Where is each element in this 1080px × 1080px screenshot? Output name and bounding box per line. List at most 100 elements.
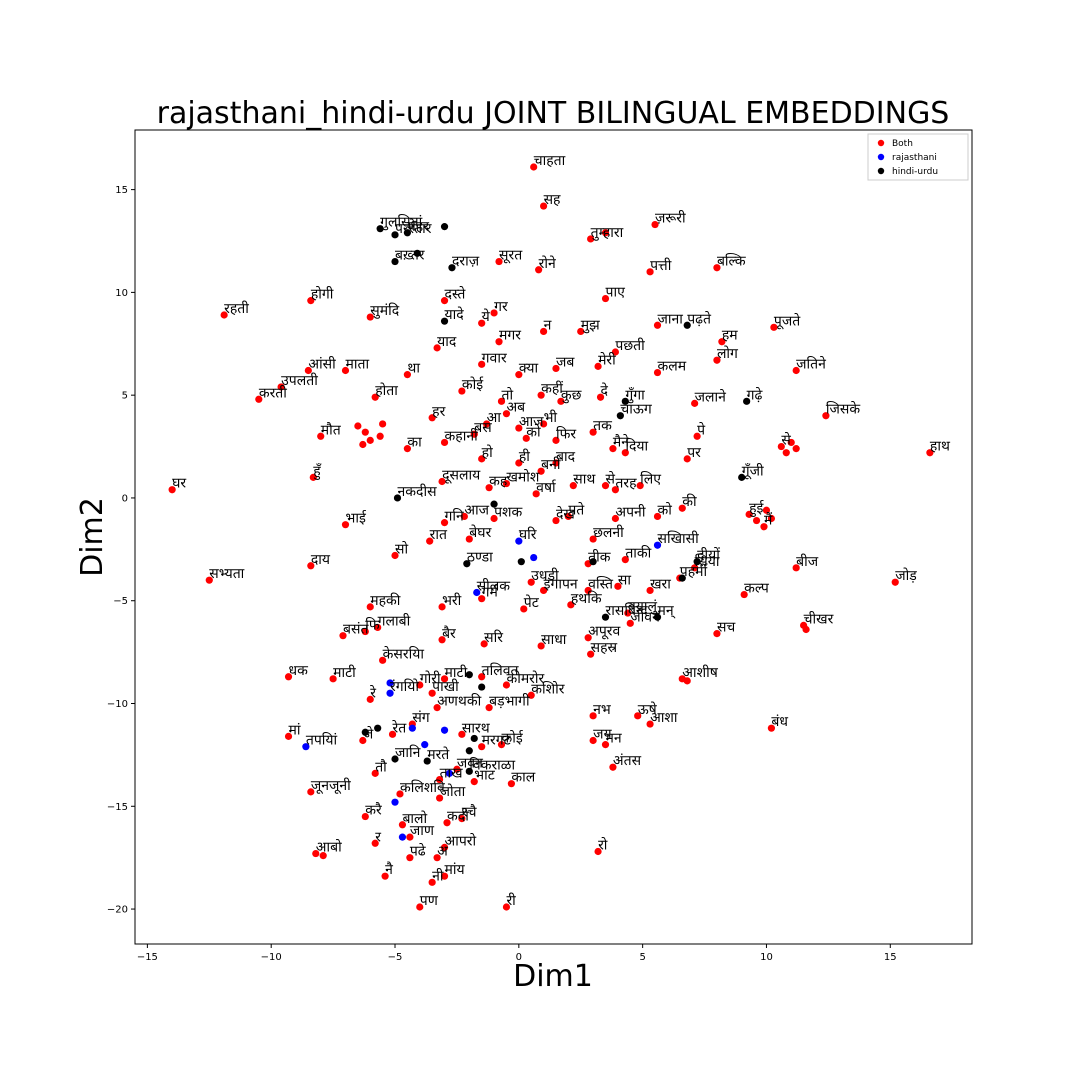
point-label: गूँजी [742, 462, 764, 479]
point-label: से [606, 471, 616, 488]
point-Both [601, 294, 610, 303]
point-label: ऊषे [638, 701, 658, 718]
point-hindi-urdu [589, 558, 597, 566]
point-label: फिर [556, 425, 576, 442]
legend-marker [877, 167, 885, 175]
y-tick-label: 10 [115, 288, 128, 299]
point-Both [485, 704, 493, 712]
point-label: तपयिां [306, 732, 338, 749]
point-Both [478, 743, 486, 751]
point-hindi-urdu [391, 231, 399, 239]
legend-marker [877, 153, 885, 161]
point-label: दराज़ [452, 254, 480, 270]
point-Both [557, 397, 565, 405]
point-Both [891, 578, 899, 586]
point-hindi-urdu [393, 494, 402, 502]
point-Both [416, 681, 424, 689]
point-Both [770, 323, 778, 331]
point-Both [787, 438, 795, 447]
point-Both [609, 445, 617, 453]
point-label: ताख [440, 766, 464, 782]
point-Both [396, 790, 404, 798]
point-label: सा [618, 572, 631, 588]
point-label: गढ़े [747, 386, 764, 403]
point-label: मुझ [581, 317, 600, 333]
axis-ticks: −15 −10 −5 0 5 10 15 −20 −15 −10 −5 0 5 10 15 [107, 185, 897, 963]
point-Both [470, 430, 478, 438]
point-hindi-urdu [413, 249, 421, 257]
point-Both [624, 609, 632, 617]
point-Both [792, 564, 800, 572]
point-Both [361, 812, 369, 821]
point-Both [502, 903, 511, 911]
point-label: बनी [541, 456, 561, 473]
point-label: पर [687, 445, 701, 461]
point-label: र [375, 829, 381, 845]
point-Both [564, 512, 572, 521]
point-Both [366, 436, 374, 444]
x-tick-label: 10 [760, 952, 773, 963]
point-label: नी [432, 867, 444, 884]
point-label: होगी [311, 286, 334, 303]
x-axis-label: Dim1 [513, 959, 593, 994]
point-label: हथकि [571, 590, 602, 607]
point-Both [760, 523, 768, 531]
point-Both [537, 391, 545, 399]
point-Both [428, 689, 436, 697]
point-label: रेत [392, 719, 407, 736]
point-Both [366, 695, 374, 703]
point-label: सो [395, 541, 408, 558]
point-Both [634, 712, 642, 720]
point-hindi-urdu [391, 257, 399, 266]
point-label: मन् [658, 603, 676, 619]
point-Both [502, 681, 511, 689]
point-hindi-urdu [403, 229, 411, 237]
point-label: बीज [796, 553, 819, 570]
point-label: बयालुं [628, 599, 658, 615]
point-label: बेघर [469, 524, 491, 541]
point-Both [485, 484, 493, 492]
point-Both [435, 794, 444, 802]
point-label: चाहता [534, 153, 566, 169]
point-label: तौ [375, 758, 387, 775]
point-label: गनि [445, 508, 465, 525]
point-label: जीवन [630, 608, 660, 625]
point-Both [433, 704, 441, 712]
point-label: गर्म [482, 584, 499, 601]
point-label: अपनी [615, 504, 645, 521]
point-label: सहस्र [591, 640, 618, 656]
point-rajasthani [398, 833, 407, 841]
point-label: खमोश [506, 469, 539, 486]
point-Both [319, 852, 327, 860]
point-Both [515, 371, 523, 379]
point-Both [317, 432, 325, 440]
point-label: जानि [395, 744, 421, 761]
point-rajasthani [653, 541, 662, 549]
point-Both [636, 482, 644, 490]
point-Both [691, 399, 699, 407]
point-label: आज [464, 502, 489, 518]
point-label: हो [482, 444, 493, 461]
point-label: जूनजूनी [311, 777, 351, 794]
x-tick-label: −10 [261, 952, 282, 963]
point-label: मैने [613, 434, 629, 451]
point-Both [341, 366, 350, 375]
point-label: धक [289, 663, 309, 679]
point-Both [601, 741, 610, 749]
point-Both [587, 235, 595, 243]
point-Both [515, 459, 523, 467]
point-Both [329, 675, 337, 683]
point-Both [255, 395, 263, 403]
point-Both [502, 410, 511, 418]
point-label: आशा [650, 710, 678, 726]
point-label: सुमंदि [370, 302, 399, 319]
point-Both [646, 720, 654, 728]
point-Both [527, 578, 535, 586]
point-hindi-urdu [490, 500, 498, 508]
point-Both [539, 420, 548, 428]
point-label: रे [370, 684, 376, 701]
point-label: गर [494, 299, 508, 315]
point-label: कदी [447, 808, 469, 825]
point-Both [594, 847, 602, 856]
point-Both [792, 445, 800, 453]
